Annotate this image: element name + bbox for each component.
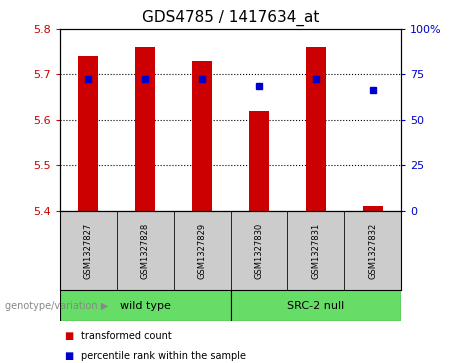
Text: GSM1327832: GSM1327832 — [368, 223, 377, 278]
Text: transformed count: transformed count — [81, 331, 171, 341]
Bar — [174, 211, 230, 290]
Title: GDS4785 / 1417634_at: GDS4785 / 1417634_at — [142, 10, 319, 26]
Text: SRC-2 null: SRC-2 null — [287, 301, 344, 311]
Text: GSM1327827: GSM1327827 — [84, 223, 93, 278]
Text: ■: ■ — [65, 331, 74, 341]
Text: percentile rank within the sample: percentile rank within the sample — [81, 351, 246, 361]
Bar — [60, 211, 117, 290]
Text: GSM1327828: GSM1327828 — [141, 223, 150, 278]
Text: genotype/variation ▶: genotype/variation ▶ — [5, 301, 108, 311]
Text: GSM1327831: GSM1327831 — [311, 223, 320, 278]
Bar — [192, 61, 212, 211]
Bar — [249, 111, 269, 211]
Bar — [287, 211, 344, 290]
Text: ■: ■ — [65, 351, 74, 361]
Bar — [306, 47, 326, 211]
Bar — [78, 56, 98, 211]
Bar — [135, 47, 155, 211]
Text: wild type: wild type — [120, 301, 171, 311]
Bar — [230, 211, 287, 290]
Text: GSM1327829: GSM1327829 — [198, 223, 207, 278]
Bar — [230, 290, 401, 321]
Text: GSM1327830: GSM1327830 — [254, 223, 263, 278]
Bar — [344, 211, 401, 290]
Bar — [117, 211, 174, 290]
Bar — [363, 206, 383, 211]
Bar — [60, 290, 230, 321]
